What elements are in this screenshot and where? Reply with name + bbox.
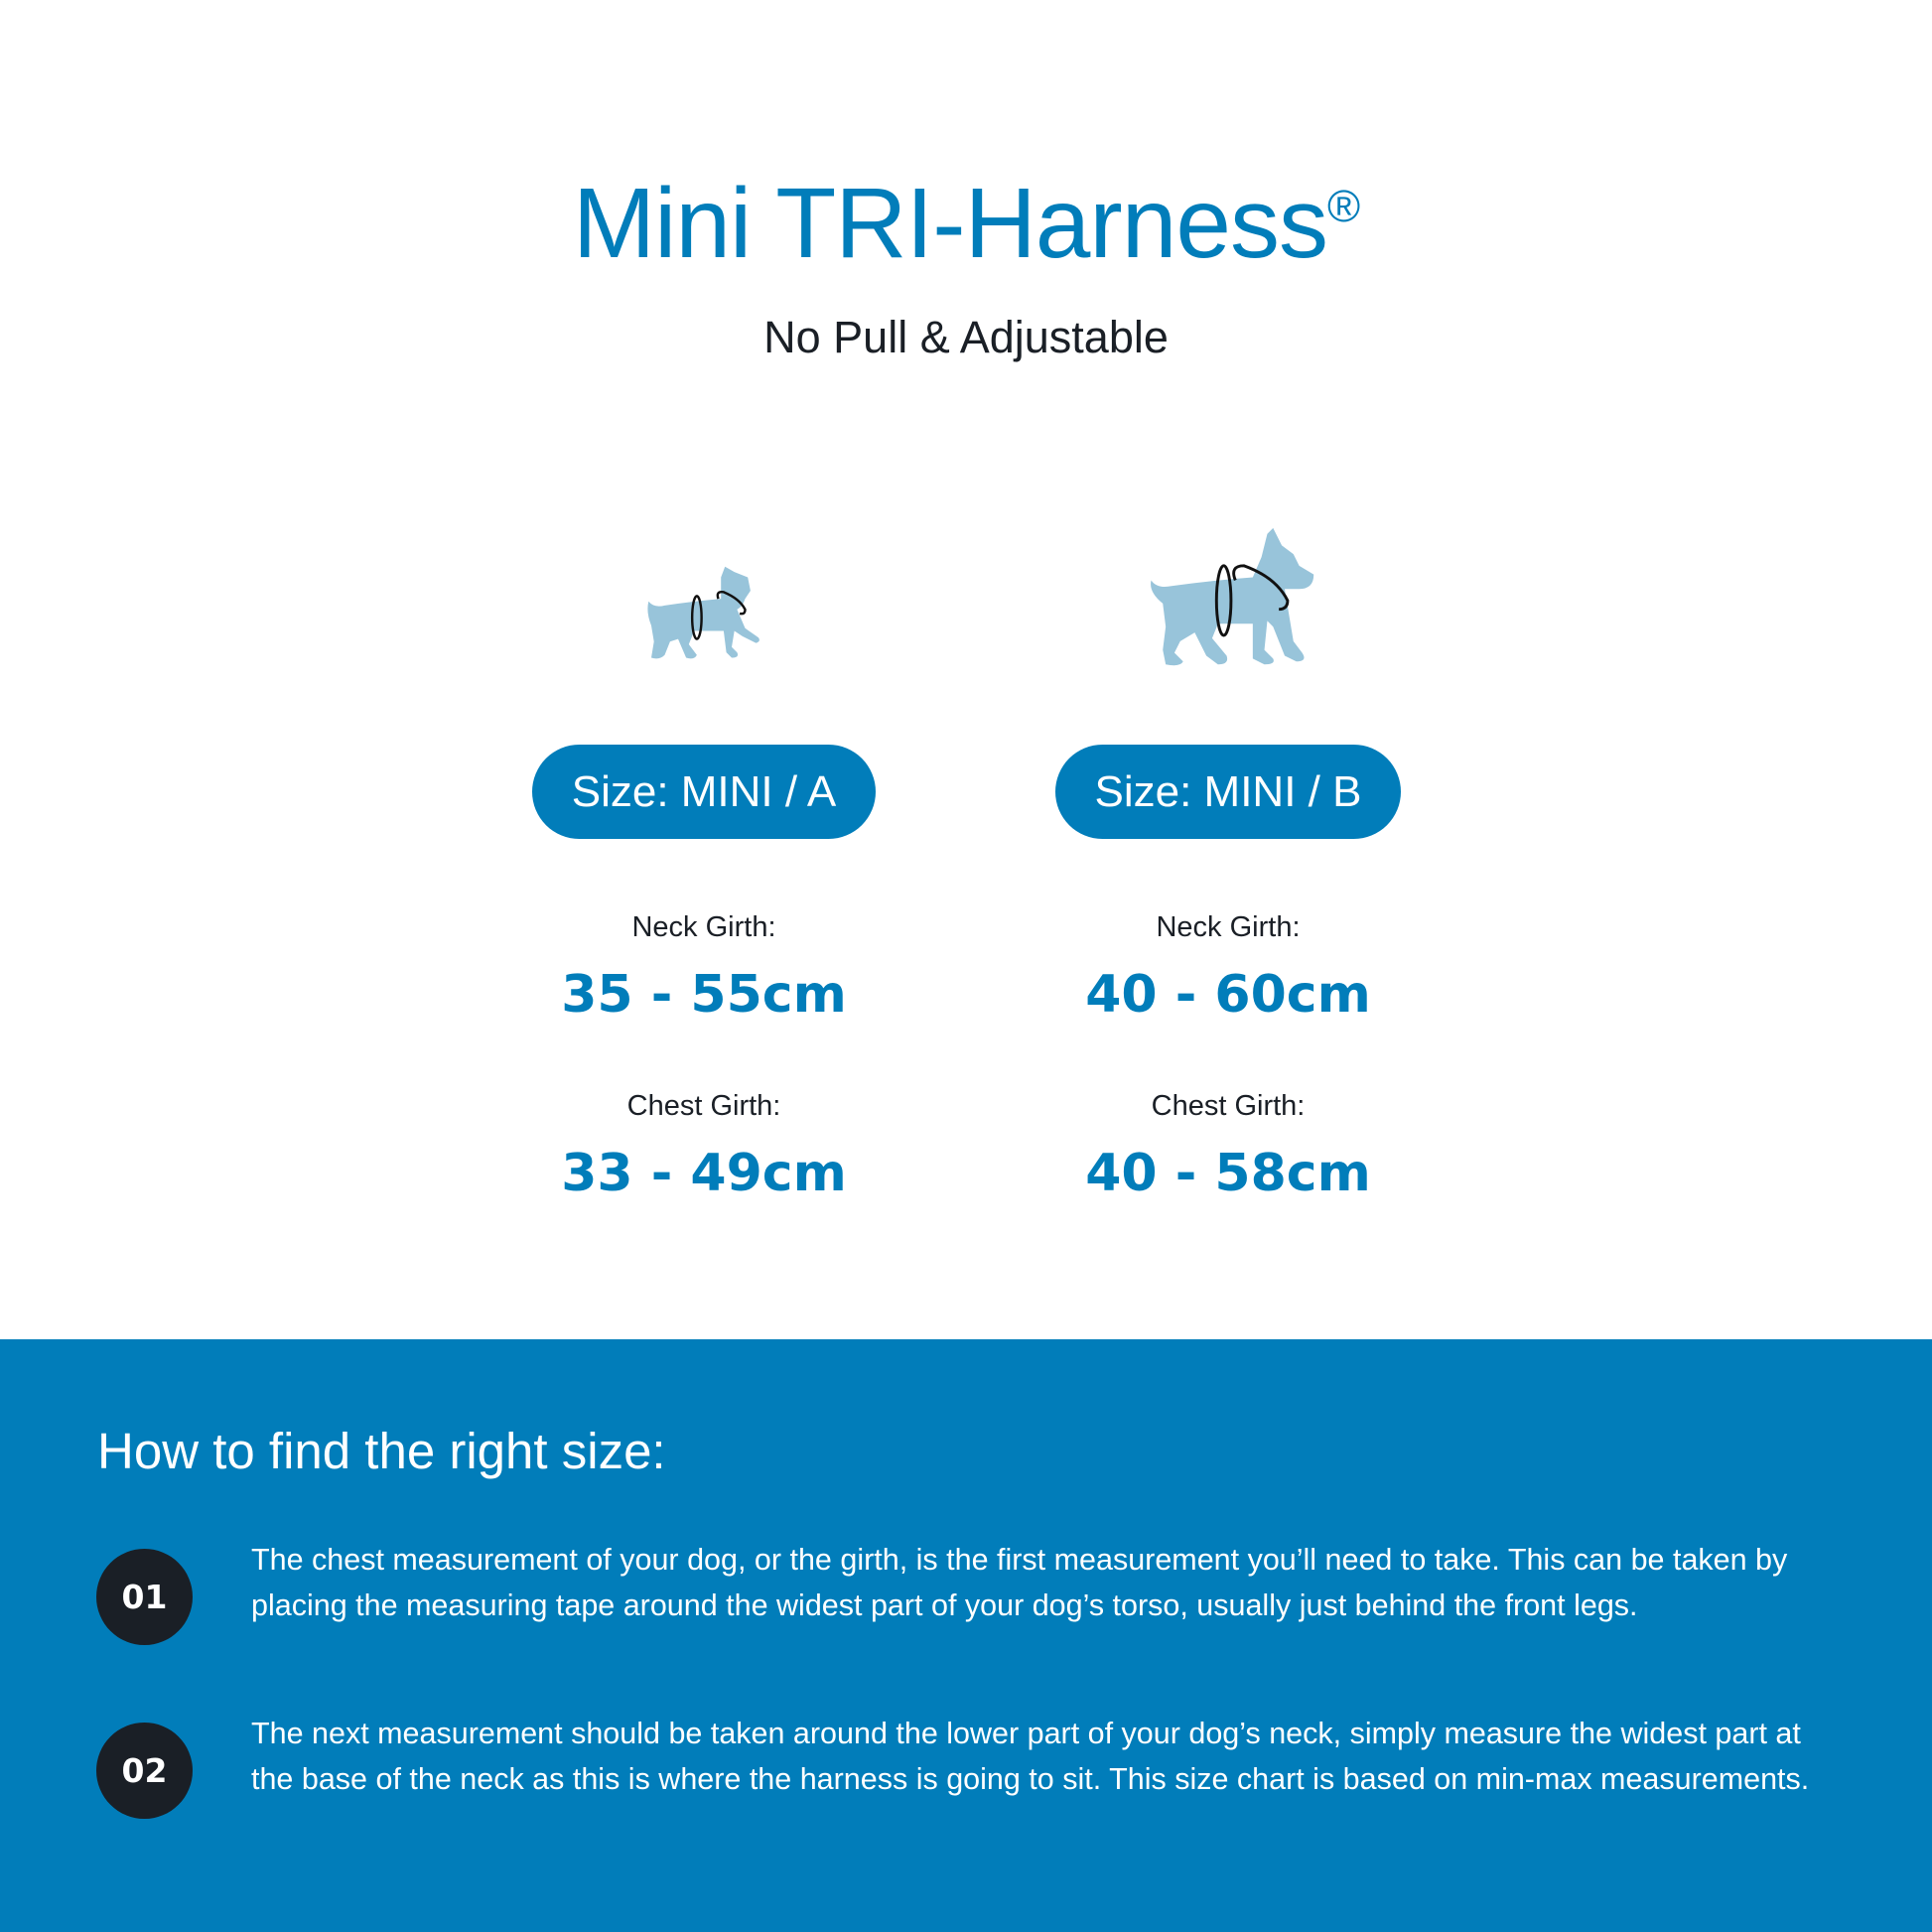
chest-girth-label: Chest Girth: (1151, 1090, 1306, 1122)
chest-girth-label: Chest Girth: (626, 1090, 781, 1122)
step-text: The chest measurement of your dog, or th… (251, 1543, 1788, 1622)
page-title: Mini TRI-Harness® (0, 167, 1932, 281)
size-column-b: Size: MINI / B Neck Girth: 40 - 60cm Che… (1030, 745, 1427, 1203)
size-badge-mini-a: Size: MINI / A (531, 745, 877, 839)
chest-girth-value: 33 - 49cm (561, 1144, 847, 1203)
small-dog-icon (647, 566, 759, 659)
neck-girth-value: 35 - 55cm (561, 965, 847, 1025)
subtitle: No Pull & Adjustable (763, 312, 1169, 362)
sizing-guide-panel (0, 1339, 1932, 1932)
title-text: Mini TRI-Harness (572, 168, 1328, 279)
guide-heading: How to find the right size: (97, 1423, 666, 1479)
chest-girth-value: 40 - 58cm (1085, 1144, 1371, 1203)
size-badge-mini-b: Size: MINI / B (1054, 745, 1402, 839)
step-number-badge: 01 (96, 1549, 193, 1645)
large-dog-icon (1151, 527, 1314, 666)
step-number-badge: 02 (96, 1723, 193, 1819)
size-column-a: Size: MINI / A Neck Girth: 35 - 55cm Che… (505, 745, 902, 1203)
neck-girth-label: Neck Girth: (631, 911, 776, 943)
neck-girth-label: Neck Girth: (1156, 911, 1301, 943)
step-text: The next measurement should be taken aro… (251, 1717, 1810, 1796)
neck-girth-value: 40 - 60cm (1085, 965, 1371, 1025)
registered-mark: ® (1326, 181, 1360, 231)
